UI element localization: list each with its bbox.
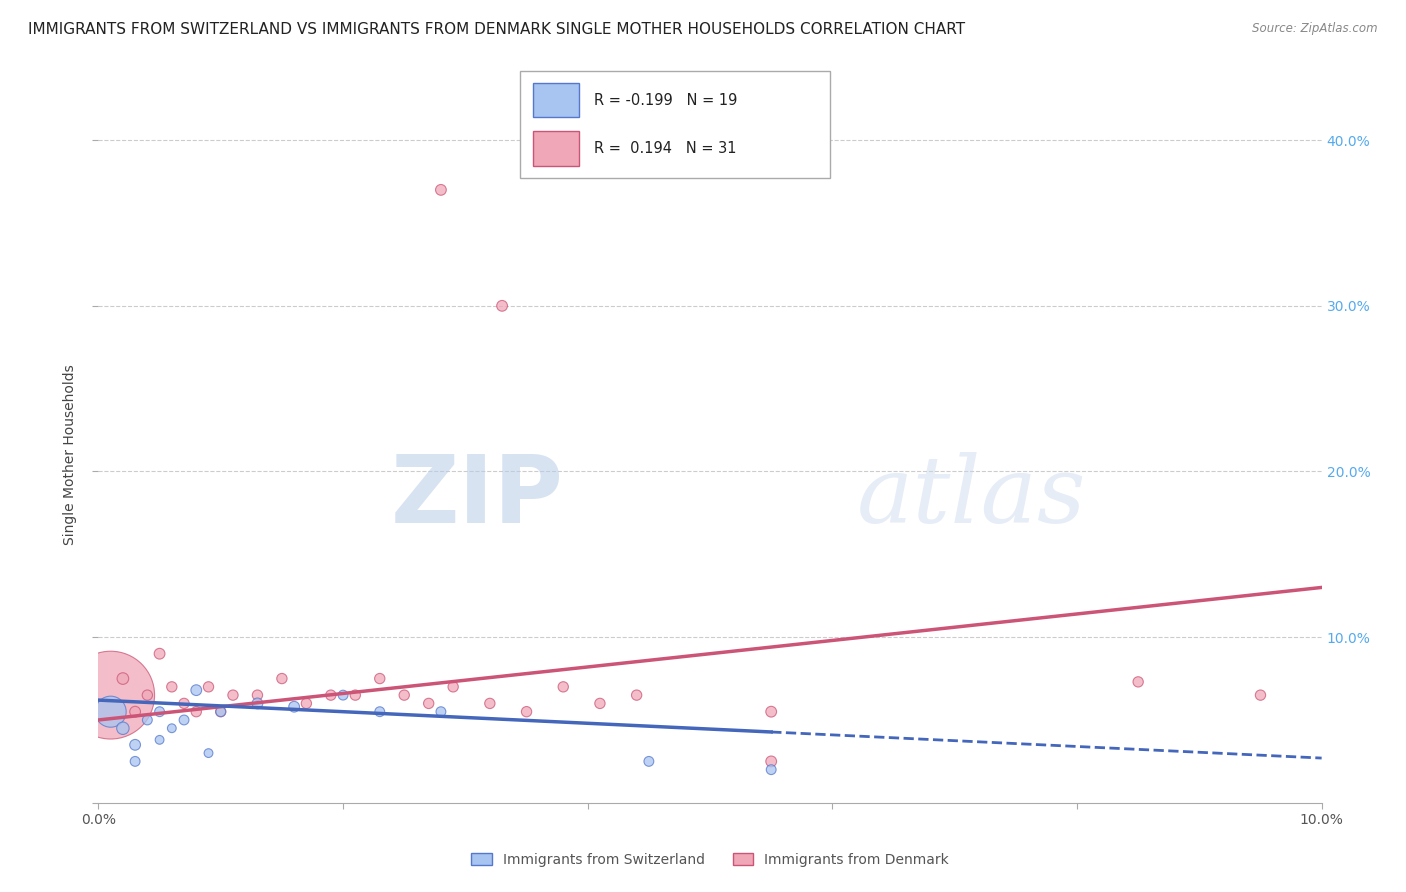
Text: atlas: atlas (856, 451, 1087, 541)
Y-axis label: Single Mother Households: Single Mother Households (63, 365, 77, 545)
Point (100, 705, 122, 719)
Point (637, 755, 661, 769)
Point (553, 680, 575, 694)
Point (136, 713, 159, 727)
Point (441, 680, 464, 694)
Point (418, 697, 440, 711)
Point (197, 680, 219, 694)
Text: R =  0.194   N = 31: R = 0.194 N = 31 (595, 141, 737, 156)
Point (270, 672, 292, 686)
Point (1128, 674, 1150, 689)
Point (246, 688, 269, 702)
Point (283, 699, 305, 714)
Point (149, 705, 172, 719)
Point (173, 713, 195, 727)
Point (589, 697, 612, 711)
Point (124, 705, 146, 719)
Point (516, 705, 538, 719)
Point (344, 688, 367, 702)
Point (759, 763, 782, 777)
Point (111, 672, 134, 686)
Point (111, 721, 134, 735)
FancyBboxPatch shape (520, 71, 830, 178)
Point (491, 299, 513, 313)
Point (100, 688, 122, 702)
Point (332, 688, 354, 702)
Point (222, 688, 245, 702)
Point (1249, 688, 1271, 702)
Point (368, 672, 391, 686)
Point (124, 755, 146, 769)
Point (430, 183, 453, 197)
Point (149, 732, 172, 747)
Point (319, 688, 342, 702)
Bar (533, 83, 579, 118)
Point (160, 680, 183, 694)
Point (430, 705, 453, 719)
Point (246, 697, 269, 711)
Legend: Immigrants from Switzerland, Immigrants from Denmark: Immigrants from Switzerland, Immigrants … (465, 847, 955, 872)
Point (160, 721, 183, 735)
Text: IMMIGRANTS FROM SWITZERLAND VS IMMIGRANTS FROM DENMARK SINGLE MOTHER HOUSEHOLDS : IMMIGRANTS FROM SWITZERLAND VS IMMIGRANT… (28, 22, 966, 37)
Point (186, 683, 208, 698)
Point (626, 688, 648, 702)
Point (149, 647, 172, 661)
Point (136, 688, 159, 702)
Point (209, 705, 232, 719)
Point (392, 688, 416, 702)
Text: ZIP: ZIP (391, 450, 564, 542)
Text: Source: ZipAtlas.com: Source: ZipAtlas.com (1253, 22, 1378, 36)
Point (368, 705, 391, 719)
Point (295, 697, 318, 711)
Point (209, 705, 232, 719)
Point (186, 705, 208, 719)
Point (173, 697, 195, 711)
Point (478, 697, 501, 711)
Bar (533, 131, 579, 166)
Point (197, 746, 219, 760)
Point (759, 755, 782, 769)
Text: R = -0.199   N = 19: R = -0.199 N = 19 (595, 93, 738, 108)
Point (124, 738, 146, 752)
Point (759, 705, 782, 719)
